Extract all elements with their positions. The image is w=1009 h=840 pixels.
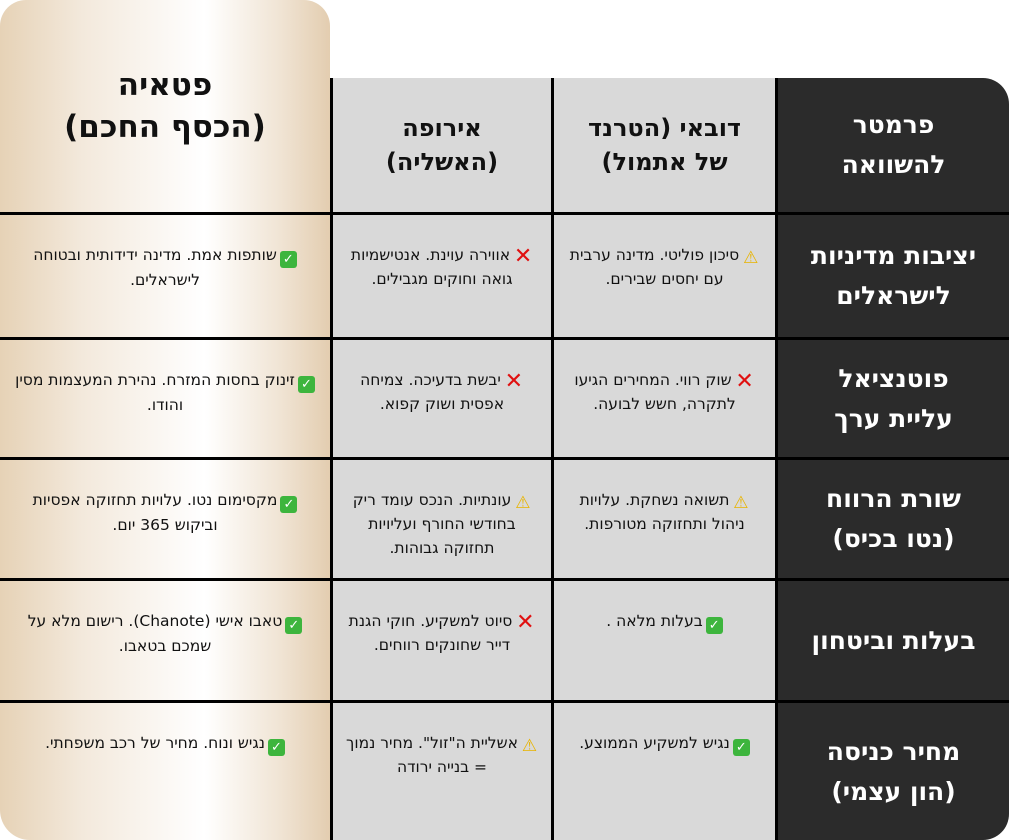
header-line: של אתמול) bbox=[601, 148, 728, 176]
check-icon: ✓ bbox=[285, 617, 303, 634]
warning-icon: ⚠ bbox=[521, 736, 538, 756]
cell-text: טאבו אישי (Chanote). רישום מלא על שמכם ב… bbox=[27, 612, 283, 655]
header-line: פרמטר bbox=[852, 110, 935, 139]
europe-cell: ⚠עונתיות. הנכס עומד ריק בחודשי החורף ועל… bbox=[333, 460, 551, 578]
pattaya-cell: ✓טאבו אישי (Chanote). רישום מלא על שמכם … bbox=[0, 581, 330, 700]
cell-text: זינוק בחסות המזרח. נהירת המעצמות מסין וה… bbox=[15, 371, 295, 414]
cell-text: נגיש ונוח. מחיר של רכב משפחתי. bbox=[45, 734, 265, 752]
pattaya-cell: ✓זינוק בחסות המזרח. נהירת המעצמות מסין ו… bbox=[0, 340, 330, 457]
cell-text: בעלות מלאה . bbox=[606, 612, 703, 630]
param-cell: שורת הרווח (נטו בכיס) bbox=[778, 460, 1009, 578]
header-line: דובאי (הטרנד bbox=[587, 114, 742, 142]
warning-icon: ⚠ bbox=[743, 248, 759, 268]
cross-icon: ✕ bbox=[516, 610, 535, 635]
cross-icon: ✕ bbox=[504, 369, 524, 394]
dubai-cell: ✓בעלות מלאה . bbox=[554, 581, 775, 700]
header-line: מחיר כניסה bbox=[826, 736, 961, 766]
header-line: (הכסף החכם) bbox=[64, 109, 266, 145]
header-europe: אירופה (האשליה) bbox=[333, 78, 551, 212]
header-line: (האשליה) bbox=[385, 148, 499, 176]
row-divider bbox=[0, 578, 1009, 581]
header-line: (הון עצמי) bbox=[831, 776, 956, 806]
header-param: פרמטר להשוואה bbox=[778, 78, 1009, 212]
row-divider bbox=[0, 457, 1009, 460]
check-icon: ✓ bbox=[267, 739, 285, 756]
header-line: אירופה bbox=[402, 114, 482, 142]
header-line: שורת הרווח bbox=[826, 484, 961, 513]
europe-cell: ✕יבשת בדעיכה. צמיחה אפסית ושוק קפוא. bbox=[333, 340, 551, 457]
europe-cell: ⚠אשליית ה"זול". מחיר נמוך = בנייה ירודה bbox=[333, 703, 551, 840]
cell-text: שוק רווי. המחירים הגיעו לתקרה, חשש לבועה… bbox=[574, 371, 736, 413]
header-line: יציבות מדיניות bbox=[810, 241, 977, 270]
check-icon: ✓ bbox=[732, 739, 750, 756]
header-pattaya: פטאיה (הכסף החכם) bbox=[0, 0, 330, 212]
header-dubai: דובאי (הטרנד של אתמול) bbox=[554, 78, 775, 212]
dubai-cell: ⚠סיכון פוליטי. מדינה ערבית עם יחסים שביר… bbox=[554, 215, 775, 337]
cell-text: שותפות אמת. מדינה ידידותית ובטוחה לישראל… bbox=[33, 246, 277, 289]
cell-text: אווירה עוינת. אנטישמיות גואה וחוקים מגבי… bbox=[350, 246, 513, 288]
cell-text: אשליית ה"זול". מחיר נמוך = בנייה ירודה bbox=[346, 734, 518, 776]
param-cell: פוטנציאל עליית ערך bbox=[778, 340, 1009, 457]
dubai-cell: ⚠תשואה נשחקת. עלויות ניהול ותחזוקה מטורפ… bbox=[554, 460, 775, 578]
header-line: עליית ערך bbox=[834, 403, 953, 433]
header-line: (נטו בכיס) bbox=[832, 524, 955, 553]
warning-icon: ⚠ bbox=[515, 493, 531, 513]
header-line: פוטנציאל bbox=[838, 363, 949, 393]
cell-text: עונתיות. הנכס עומד ריק בחודשי החורף ועלי… bbox=[352, 491, 516, 557]
cell-text: תשואה נשחקת. עלויות ניהול ותחזוקה מטורפו… bbox=[579, 491, 745, 533]
param-cell: יציבות מדיניות לישראלים bbox=[778, 215, 1009, 337]
param-cell: בעלות וביטחון bbox=[778, 581, 1009, 700]
dubai-cell: ✓נגיש למשקיע הממוצע. bbox=[554, 703, 775, 840]
row-divider bbox=[0, 337, 1009, 340]
row-divider bbox=[0, 212, 1009, 215]
check-icon: ✓ bbox=[297, 376, 315, 393]
row-divider bbox=[0, 700, 1009, 703]
header-line: להשוואה bbox=[841, 150, 946, 179]
check-icon: ✓ bbox=[705, 617, 723, 634]
europe-cell: ✕סיוט למשקיע. חוקי הגנת דייר שחונקים רוו… bbox=[333, 581, 551, 700]
cell-text: יבשת בדעיכה. צמיחה אפסית ושוק קפוא. bbox=[360, 371, 505, 413]
cell-text: סיוט למשקיע. חוקי הגנת דייר שחונקים רווח… bbox=[348, 612, 513, 654]
cell-text: מקסימום נטו. עלויות תחזוקה אפסיות וביקוש… bbox=[32, 491, 278, 534]
europe-cell: ✕אווירה עוינת. אנטישמיות גואה וחוקים מגב… bbox=[333, 215, 551, 337]
header-line: בעלות וביטחון bbox=[811, 625, 976, 655]
cross-icon: ✕ bbox=[513, 244, 533, 269]
header-line: לישראלים bbox=[836, 281, 951, 310]
pattaya-cell: ✓שותפות אמת. מדינה ידידותית ובטוחה לישרא… bbox=[0, 215, 330, 337]
check-icon: ✓ bbox=[279, 251, 297, 268]
pattaya-cell: ✓נגיש ונוח. מחיר של רכב משפחתי. bbox=[0, 703, 330, 840]
dubai-cell: ✕שוק רווי. המחירים הגיעו לתקרה, חשש לבוע… bbox=[554, 340, 775, 457]
param-cell: מחיר כניסה (הון עצמי) bbox=[778, 703, 1009, 840]
cell-text: סיכון פוליטי. מדינה ערבית עם יחסים שבירי… bbox=[569, 246, 740, 288]
cell-text: נגיש למשקיע הממוצע. bbox=[579, 734, 730, 752]
header-line: פטאיה bbox=[117, 67, 213, 103]
cross-icon: ✕ bbox=[735, 369, 754, 394]
warning-icon: ⚠ bbox=[733, 493, 749, 513]
check-icon: ✓ bbox=[280, 496, 298, 513]
pattaya-cell: ✓מקסימום נטו. עלויות תחזוקה אפסיות וביקו… bbox=[0, 460, 330, 578]
